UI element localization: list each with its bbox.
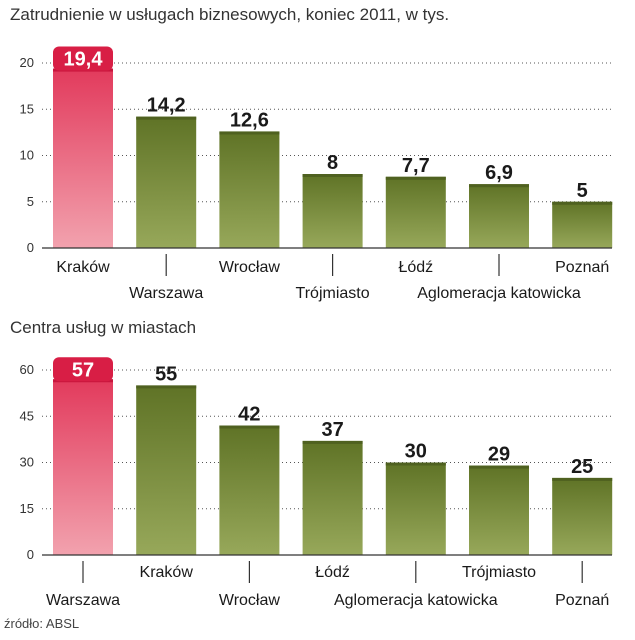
category-label: Aglomeracja katowicka <box>334 592 498 609</box>
y-tick-label: 30 <box>20 455 34 470</box>
bar-top-edge <box>469 465 529 469</box>
y-tick-label: 10 <box>20 148 34 163</box>
bar-value-label: 30 <box>405 441 427 463</box>
category-label: Łódź <box>315 564 350 581</box>
bar-value-label: 6,9 <box>485 162 513 184</box>
category-label: Warszawa <box>129 285 203 302</box>
bar-value-label: 37 <box>321 419 343 441</box>
bar <box>53 379 113 555</box>
y-tick-label: 20 <box>20 55 34 70</box>
highlight-value-tag <box>53 357 113 382</box>
bar <box>302 174 363 248</box>
bar-top-edge <box>219 425 280 429</box>
bar <box>219 131 280 248</box>
bar-value-label: 19,4 <box>64 49 104 71</box>
bar <box>552 201 613 248</box>
chart-2-title: Centra usług w miastach <box>10 318 196 337</box>
category-label: Poznań <box>555 592 609 609</box>
bar <box>136 385 197 555</box>
bar-top-edge <box>302 440 363 444</box>
bar <box>219 425 280 555</box>
bar-value-label: 8 <box>327 152 338 174</box>
bar-top-edge <box>385 462 446 466</box>
source-note: źródło: ABSL <box>4 616 79 631</box>
bar-top-edge <box>136 116 197 120</box>
category-label: Kraków <box>140 564 194 581</box>
bar-value-label: 55 <box>155 363 177 385</box>
bar <box>552 477 613 555</box>
category-label: Warszawa <box>46 592 120 609</box>
bar <box>136 116 197 249</box>
category-label: Łódź <box>398 259 433 276</box>
chart-1: 0 5 10 15 20 19,4 Kraków 14,2 Warszawa 12,6 Wrocła… <box>20 46 613 302</box>
bar-value-label: 5 <box>577 180 588 202</box>
category-label: Trójmiasto <box>296 285 370 302</box>
bar <box>302 440 363 555</box>
bar-value-label: 7,7 <box>402 155 430 177</box>
bar-value-label: 25 <box>571 456 593 478</box>
bar-value-label: 57 <box>72 359 94 381</box>
bar <box>53 68 113 248</box>
y-tick-label: 45 <box>20 408 34 423</box>
highlight-value-tag <box>53 46 113 71</box>
y-tick-label: 5 <box>27 194 34 209</box>
category-label: Wrocław <box>219 259 280 276</box>
bar-value-label: 42 <box>238 404 260 426</box>
y-tick-label: 15 <box>20 101 34 116</box>
bar-top-edge <box>136 385 197 389</box>
category-label: Kraków <box>56 259 110 276</box>
bar <box>469 465 529 555</box>
bar-top-edge <box>385 176 446 180</box>
bar-top-edge <box>302 174 363 177</box>
bar <box>385 462 446 555</box>
category-label: Poznań <box>555 259 609 276</box>
y-tick-label: 15 <box>20 501 34 516</box>
bar-value-label: 14,2 <box>147 95 186 117</box>
y-tick-label: 0 <box>27 240 34 255</box>
bar <box>385 176 446 248</box>
y-tick-label: 60 <box>20 362 34 377</box>
bar-top-edge <box>552 201 613 205</box>
bar-value-label: 29 <box>488 444 510 466</box>
chart-1-title: Zatrudnienie w usługach biznesowych, kon… <box>10 5 449 24</box>
bar-value-label: 12,6 <box>230 109 269 131</box>
category-label: Trójmiasto <box>462 564 536 581</box>
bar-top-edge <box>469 184 529 188</box>
chart-2: 0 15 30 45 60 57 Warszawa 55 Kraków 42 Wrocław 37 Łó… <box>20 357 613 609</box>
category-label: Aglomeracja katowicka <box>417 285 581 302</box>
category-label: Wrocław <box>219 592 280 609</box>
bar-top-edge <box>552 477 613 481</box>
y-tick-label: 0 <box>27 547 34 562</box>
bar <box>469 184 529 248</box>
bar-top-edge <box>219 131 280 135</box>
